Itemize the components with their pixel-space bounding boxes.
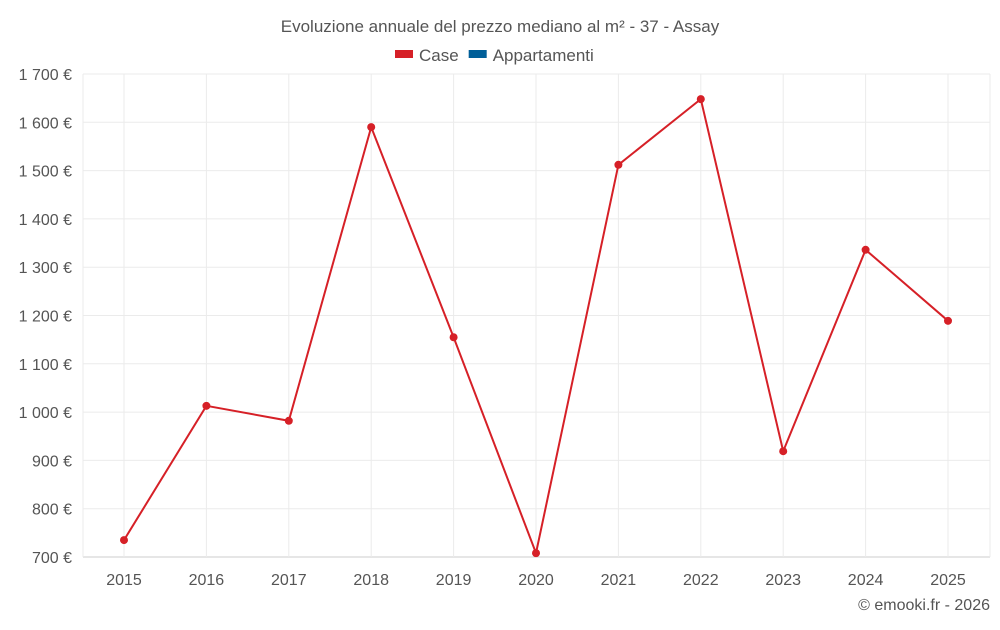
- series: [120, 95, 952, 558]
- legend-swatch: [468, 50, 487, 58]
- chart-title: Evoluzione annuale del prezzo mediano al…: [281, 17, 720, 36]
- data-point: [779, 447, 788, 456]
- footer-credit: © emooki.fr - 2026: [858, 597, 990, 614]
- x-tick-label: 2020: [518, 572, 554, 589]
- y-tick-label: 1 700 €: [19, 67, 72, 84]
- data-point: [284, 416, 293, 425]
- data-point: [532, 549, 540, 558]
- legend-item-case[interactable]: Case: [395, 46, 459, 65]
- grid: [82, 73, 991, 558]
- y-tick-label: 1 100 €: [19, 357, 72, 374]
- x-tick-label: 2024: [848, 572, 884, 589]
- data-point: [861, 245, 870, 254]
- x-tick-label: 2022: [683, 572, 719, 589]
- y-tick-label: 1 300 €: [19, 260, 72, 277]
- y-tick-label: 1 600 €: [19, 115, 72, 132]
- legend-item-appartamenti[interactable]: Appartamenti: [468, 46, 594, 65]
- y-tick-label: 1 200 €: [19, 309, 72, 326]
- data-point: [696, 95, 705, 104]
- y-tick-label: 900 €: [32, 453, 72, 470]
- legend-label: Case: [419, 46, 459, 65]
- legend-label: Appartamenti: [493, 46, 594, 65]
- x-tick-label: 2017: [271, 572, 307, 589]
- data-point: [120, 536, 128, 545]
- data-point: [449, 333, 458, 342]
- data-point: [944, 316, 952, 325]
- x-axis: 2015 2016 2017 2018 2019 2020 2021 2022 2023 2024…: [106, 572, 966, 589]
- y-tick-label: 700 €: [32, 550, 72, 567]
- y-axis: 700 € 800 € 900 € 1 000 € 1 100 € 1 200 € 1 30…: [19, 67, 72, 567]
- x-tick-label: 2023: [765, 572, 801, 589]
- y-tick-label: 1 400 €: [19, 212, 72, 229]
- y-tick-label: 1 500 €: [19, 164, 72, 181]
- legend-swatch: [395, 50, 413, 58]
- y-tick-label: 1 000 €: [19, 405, 72, 422]
- legend: Case Appartamenti: [395, 46, 594, 65]
- x-tick-label: 2018: [353, 572, 389, 589]
- data-point: [202, 401, 211, 410]
- data-point: [614, 160, 623, 169]
- x-tick-label: 2019: [436, 572, 472, 589]
- x-tick-label: 2025: [930, 572, 966, 589]
- x-tick-label: 2016: [189, 572, 225, 589]
- data-point: [367, 123, 376, 132]
- x-tick-label: 2015: [106, 572, 142, 589]
- y-tick-label: 800 €: [32, 502, 72, 519]
- x-tick-label: 2021: [601, 572, 637, 589]
